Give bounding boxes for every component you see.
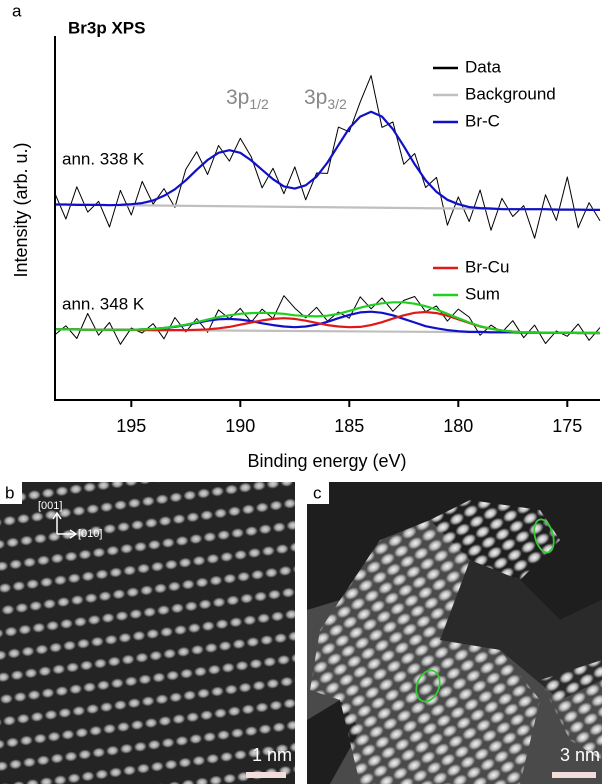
chart-title: Br3p XPS [68,18,145,37]
plot-area [54,75,601,345]
y-axis-label: Intensity (arb. u.) [11,142,31,277]
spectrum-annotation: ann. 338 K [62,149,145,168]
direction-label: [010] [78,528,102,540]
scale-bar [552,772,596,778]
panel-label: c [313,483,322,502]
legend-label: Background [465,84,556,103]
x-tick-label: 175 [552,416,582,436]
spectrum-line [55,110,600,211]
peak-label-sub: 3/2 [327,96,347,112]
direction-arrows [52,511,78,539]
label-box [307,482,329,504]
peak-label: 3p1/2 [226,86,269,112]
legend-label: Data [465,57,501,76]
legend-label: Sum [465,284,500,303]
peak-label: 3p3/2 [304,86,347,112]
legend-label: Br-Cu [465,257,509,276]
spectrum-annotation: ann. 348 K [62,294,145,313]
scale-bar-label: 1 nm [252,745,292,765]
legend-label: Br-C [465,111,500,130]
stm-image-b [0,482,295,784]
x-axis-label: Binding energy (eV) [247,451,406,471]
direction-label: [001] [38,500,62,512]
peak-label-main: 3p [304,86,327,109]
scale-bar [246,772,286,778]
spectrum-line [54,75,601,239]
x-tick-label: 185 [334,416,364,436]
peak-label-sub: 1/2 [249,96,269,112]
scale-bar-label: 3 nm [560,745,600,765]
label-box [0,482,22,504]
spectrum-line [55,301,600,335]
stm-image-c [307,482,602,784]
panel-label: a [12,1,22,20]
panel-label: b [5,483,14,502]
x-tick-label: 195 [116,416,146,436]
x-tick-label: 180 [443,416,473,436]
x-tick-label: 190 [225,416,255,436]
peak-label-main: 3p [226,86,249,109]
highlight-ellipses [415,518,555,703]
